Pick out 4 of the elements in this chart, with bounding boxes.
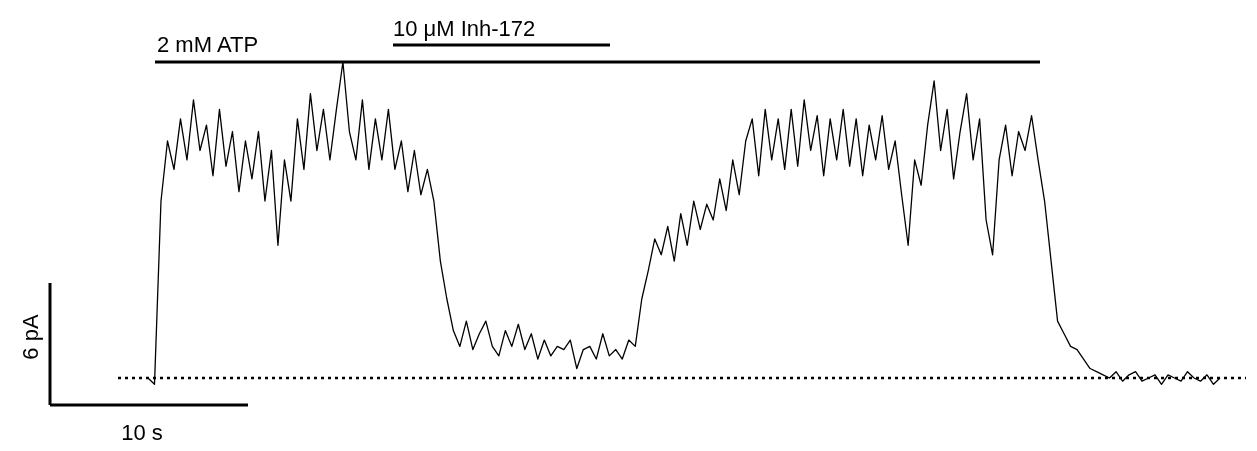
text: 6 pA <box>18 314 43 360</box>
text: 10 s <box>121 420 163 445</box>
text: 2 mM ATP <box>157 32 259 57</box>
text: 10 μM Inh-172 <box>393 16 536 41</box>
